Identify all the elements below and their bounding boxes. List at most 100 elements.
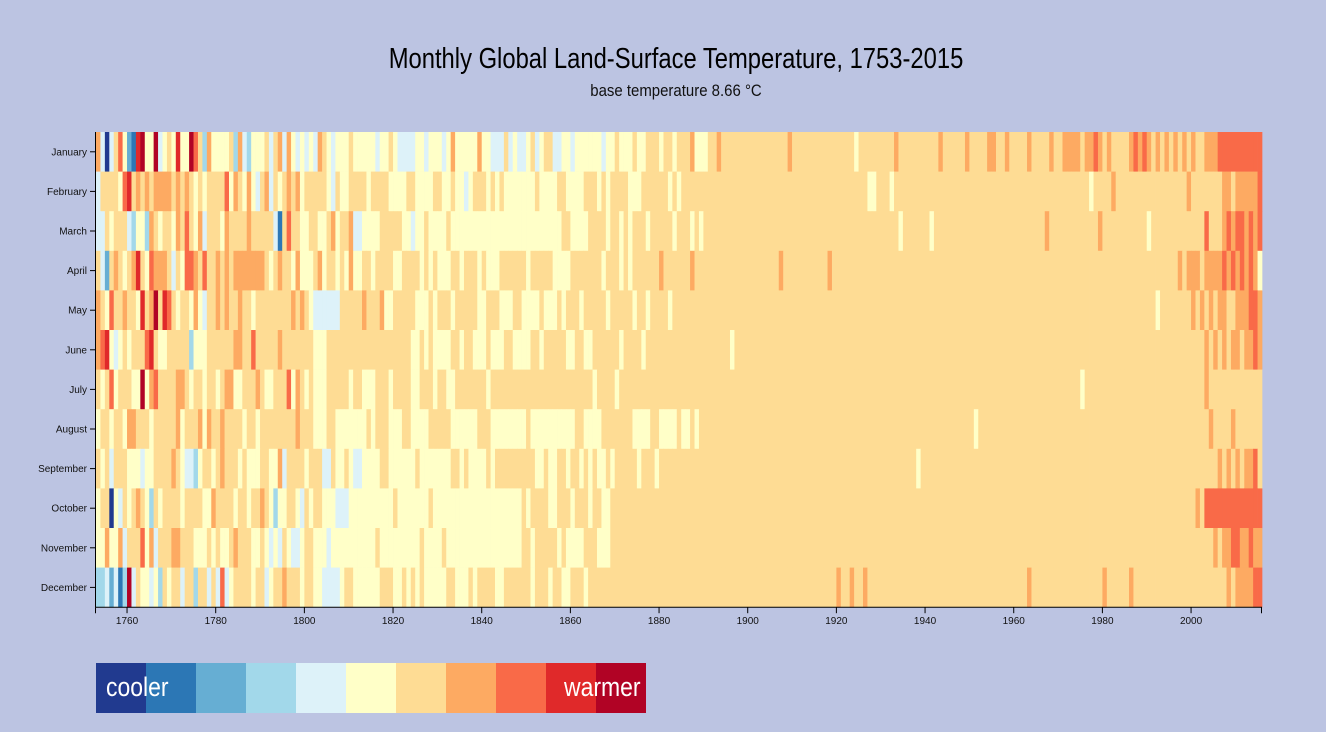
heatmap-cell (827, 330, 833, 370)
heatmap-cell (698, 409, 704, 450)
heatmap-cell (242, 250, 248, 291)
heatmap-cell (410, 369, 416, 410)
heatmap-cell (1155, 132, 1161, 172)
heatmap-cell (1146, 330, 1152, 370)
heatmap-cell (552, 132, 558, 172)
heatmap-cell (1102, 211, 1108, 252)
heatmap-cell (1199, 369, 1205, 410)
heatmap-cell (335, 369, 341, 410)
heatmap-cell (601, 171, 607, 212)
heatmap-cell (641, 488, 647, 529)
heatmap-cell (933, 448, 939, 489)
heatmap-cell (557, 290, 562, 331)
heatmap-cell (450, 290, 456, 331)
heatmap-cell (1199, 132, 1205, 172)
heatmap-cell (255, 250, 261, 291)
heatmap-cell (468, 528, 474, 568)
heatmap-cell (707, 488, 713, 529)
heatmap-cell (477, 290, 483, 331)
heatmap-cell (463, 211, 469, 252)
heatmap-cell (1013, 171, 1019, 212)
heatmap-cell (330, 369, 336, 410)
heatmap-cell (495, 250, 500, 291)
heatmap-cell (291, 528, 296, 568)
heatmap-cell (867, 211, 873, 252)
heatmap-cell (676, 211, 682, 252)
heatmap-cell (455, 369, 460, 410)
heatmap-cell (468, 290, 474, 331)
heatmap-cell (650, 567, 655, 608)
heatmap-cell (1071, 528, 1077, 568)
heatmap-cell (1230, 448, 1236, 489)
heatmap-cell (277, 250, 283, 291)
heatmap-cell (854, 171, 859, 212)
heatmap-cell (158, 250, 163, 291)
heatmap-cell (317, 290, 323, 331)
heatmap-cell (676, 330, 682, 370)
heatmap-cell (419, 171, 425, 212)
heatmap-cell (703, 330, 709, 370)
heatmap-cell (1080, 488, 1086, 529)
heatmap-cell (920, 171, 926, 212)
heatmap-cell (339, 330, 345, 370)
heatmap-cell (1155, 488, 1161, 529)
heatmap-cell (885, 528, 890, 568)
heatmap-cell (969, 488, 975, 529)
heatmap-cell (370, 290, 376, 331)
heatmap-cell (1204, 567, 1210, 608)
heatmap-cell (490, 330, 496, 370)
heatmap-cell (676, 290, 682, 331)
heatmap-cell (818, 171, 824, 212)
heatmap-cell (503, 211, 509, 252)
heatmap-cell (1093, 290, 1099, 331)
heatmap-cell (286, 250, 292, 291)
heatmap-cell (353, 409, 358, 450)
heatmap-cell (761, 528, 766, 568)
heatmap-cell (344, 488, 350, 529)
heatmap-cell (969, 211, 975, 252)
heatmap-cell (441, 171, 447, 212)
heatmap-cell (929, 528, 935, 568)
heatmap-cell (175, 330, 181, 370)
heatmap-cell (104, 409, 110, 450)
heatmap-cell (1035, 330, 1041, 370)
heatmap-cell (840, 448, 846, 489)
heatmap-cell (122, 250, 128, 291)
heatmap-cell (109, 448, 115, 489)
heatmap-cell (978, 567, 984, 608)
heatmap-cell (1097, 290, 1103, 331)
heatmap-cell (1137, 369, 1143, 410)
heatmap-cell (299, 250, 305, 291)
heatmap-cell (574, 211, 580, 252)
heatmap-cell (1195, 250, 1201, 291)
heatmap-cell (814, 290, 819, 331)
heatmap-cell (690, 409, 695, 450)
heatmap-cell (162, 369, 168, 410)
heatmap-cell (557, 528, 562, 568)
heatmap-cell (645, 448, 651, 489)
heatmap-cell (1111, 369, 1117, 410)
heatmap-cell (1102, 369, 1108, 410)
heatmap-cell (982, 448, 988, 489)
heatmap-cell (415, 171, 420, 212)
heatmap-cell (1102, 250, 1108, 291)
heatmap-cell (756, 567, 762, 608)
heatmap-cell (1066, 211, 1072, 252)
heatmap-cell (468, 369, 474, 410)
heatmap-cell (251, 528, 256, 568)
heatmap-cell (113, 448, 119, 489)
heatmap-cell (424, 250, 429, 291)
heatmap-cell (978, 171, 984, 212)
heatmap-cell (1160, 290, 1165, 331)
heatmap-cell (761, 409, 766, 450)
heatmap-cell (1239, 290, 1245, 331)
heatmap-cell (1142, 290, 1148, 331)
heatmap-cell (889, 409, 895, 450)
heatmap-cell (1106, 567, 1112, 608)
heatmap-cell (805, 171, 811, 212)
heatmap-cell (534, 369, 540, 410)
heatmap-cell (898, 250, 904, 291)
heatmap-cell (716, 369, 722, 410)
heatmap-cell (184, 330, 190, 370)
heatmap-cell (592, 409, 598, 450)
